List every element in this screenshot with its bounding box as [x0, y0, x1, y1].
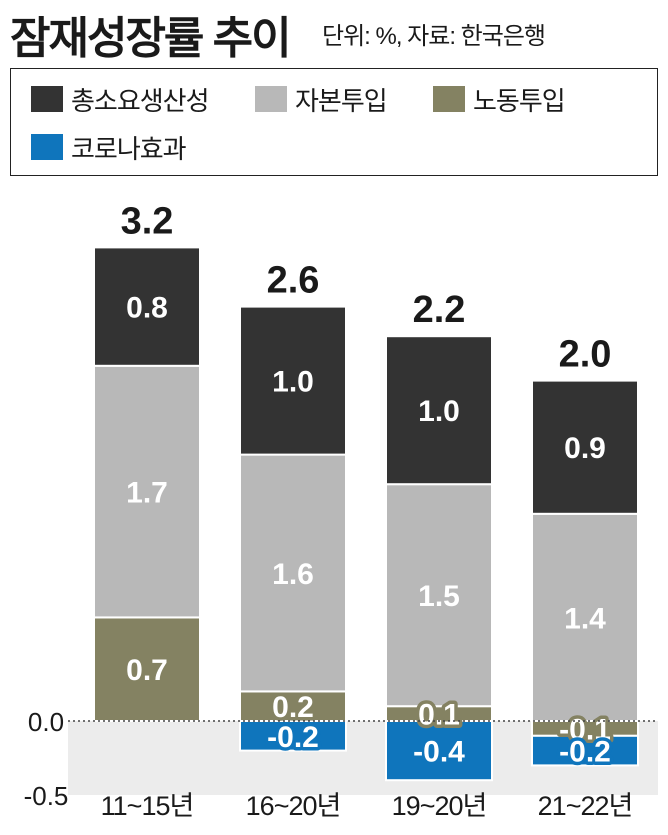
legend-label-tfp: 총소요생산성 [71, 85, 210, 116]
bar-tfp-2 [239, 305, 347, 456]
category-label-3: 19~20년 [392, 791, 487, 821]
legend-item-tfp: 총소요생산성 [31, 82, 210, 116]
legend-swatch-covid [31, 134, 63, 160]
legend-label-covid: 코로나효과 [71, 133, 187, 164]
bar-label-tfp-1: 0.8 [126, 292, 168, 325]
total-label-1: 3.2 [121, 200, 174, 242]
legend-label-capital: 자본투입 [295, 85, 388, 116]
bar-covid-4 [531, 734, 639, 767]
bar-label-capital-3: 1.5 [418, 580, 460, 613]
bar-covid-2 [239, 720, 347, 752]
chart-title: 잠재성장률 추이 [10, 14, 292, 63]
bar-labor-1 [93, 616, 201, 723]
bar-label-capital-1: 1.7 [126, 477, 168, 510]
bar-capital-1 [93, 364, 201, 619]
bar-label-labor-4: -0.1 [559, 713, 611, 746]
legend-label-labor: 노동투입 [473, 85, 566, 116]
header: 잠재성장률 추이 단위: %, 자료: 한국은행 [0, 0, 668, 63]
bar-label-tfp-4: 0.9 [564, 432, 606, 465]
legend-swatch-capital [255, 86, 287, 112]
bar-label-tfp-2: 1.0 [272, 366, 314, 399]
bar-label-tfp-3: 1.0 [418, 395, 460, 428]
bar-label-covid-4: -0.2 [559, 736, 611, 769]
bar-labor-2 [239, 690, 347, 723]
bar-tfp-4 [531, 379, 639, 515]
bar-label-labor-2: 0.2 [272, 691, 314, 724]
total-label-3: 2.2 [413, 289, 466, 331]
bar-tfp-1 [93, 246, 201, 367]
bar-covid-3 [385, 720, 493, 782]
category-label-2: 16~20년 [246, 791, 341, 821]
bar-label-capital-2: 1.6 [272, 558, 314, 591]
total-label-4: 2.0 [559, 334, 612, 376]
bar-label-covid-3: -0.4 [413, 736, 465, 769]
bar-label-labor-3: 0.1 [418, 699, 460, 732]
category-label-1: 11~15년 [101, 791, 194, 821]
legend-swatch-tfp [31, 86, 63, 112]
legend: 총소요생산성 자본투입 노동투입 코로나효과 [10, 68, 658, 176]
legend-swatch-labor [433, 86, 465, 112]
bar-label-covid-2: -0.2 [267, 721, 319, 754]
legend-item-labor: 노동투입 [433, 82, 566, 116]
category-label-4: 21~22년 [538, 791, 633, 821]
y-tick-label-2: -0.5 [24, 781, 69, 811]
bar-label-capital-4: 1.4 [564, 602, 606, 635]
bar-label-labor-1: 0.7 [126, 654, 168, 687]
total-label-2: 2.6 [267, 260, 320, 302]
bar-capital-2 [239, 453, 347, 693]
y-tick-label-1: 0.0 [28, 707, 64, 737]
legend-item-covid: 코로나효과 [31, 130, 187, 164]
bar-tfp-3 [385, 335, 493, 486]
chart-subtitle: 단위: %, 자료: 한국은행 [322, 23, 546, 50]
bar-capital-4 [531, 512, 639, 722]
legend-item-capital: 자본투입 [255, 82, 388, 116]
